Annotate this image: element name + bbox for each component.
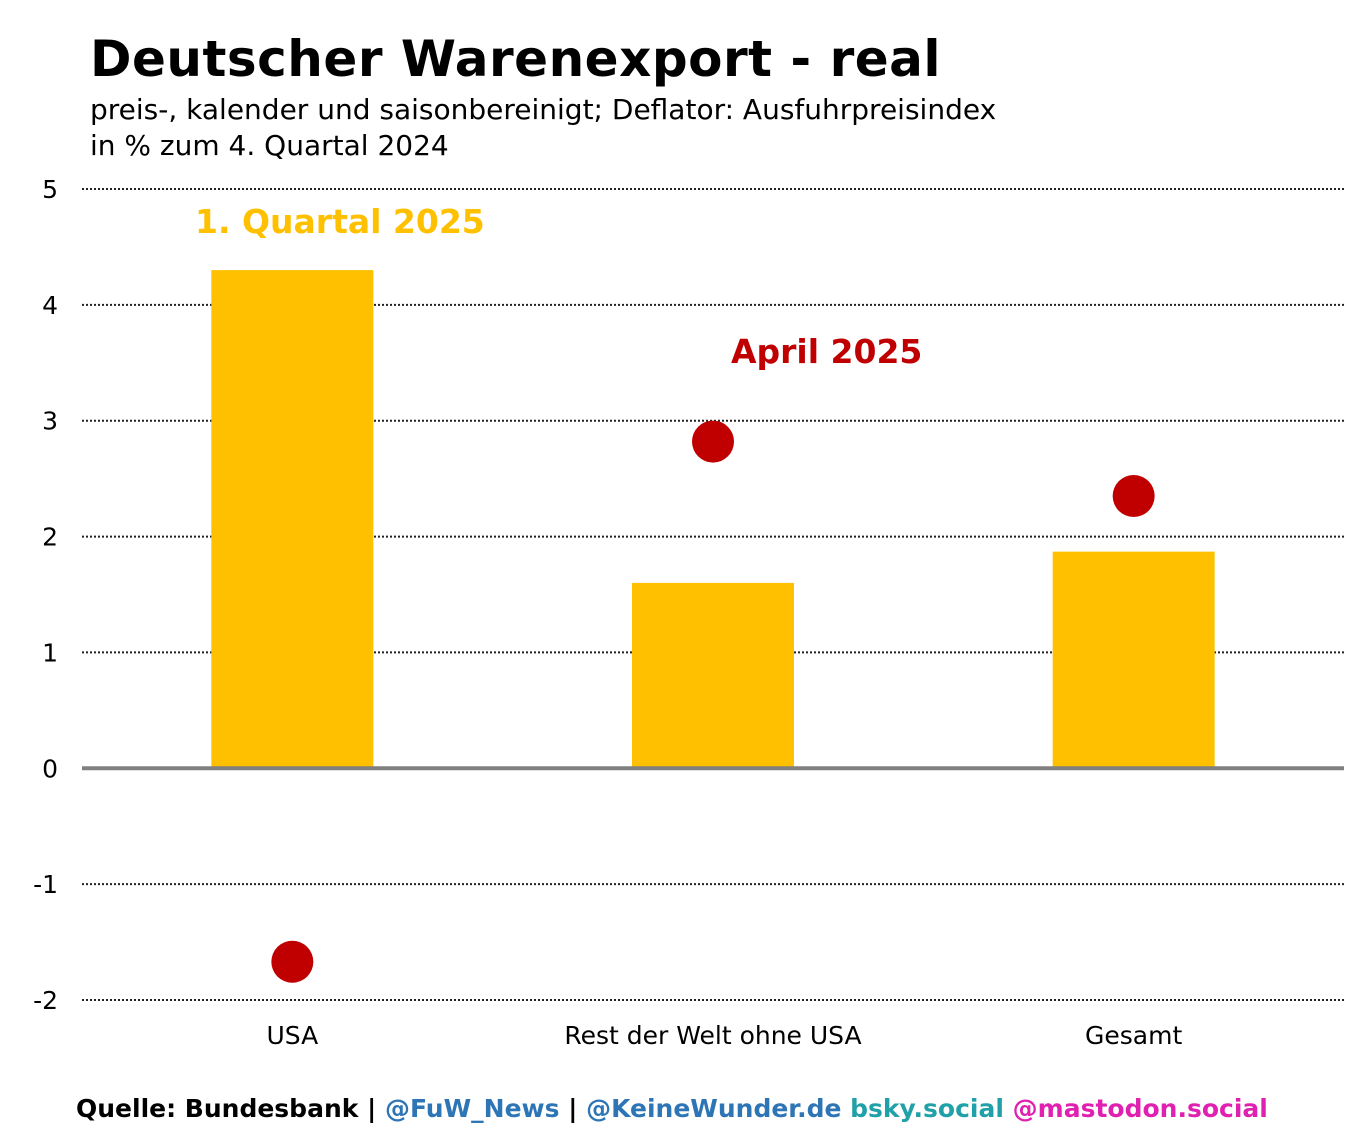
y-tick-label: 5 [42, 175, 58, 204]
footer-handle-bsky[interactable]: bsky.social [850, 1094, 1004, 1123]
chart-title: Deutscher Warenexport - real [90, 30, 942, 88]
bar [632, 582, 794, 769]
legend-label-april: April 2025 [731, 332, 922, 371]
bar [211, 270, 374, 769]
dot [1112, 475, 1155, 518]
legend-label-quarter: 1. Quartal 2025 [195, 202, 485, 241]
source-footer: Quelle: Bundesbank | @FuW_News | @KeineW… [76, 1094, 1268, 1123]
footer-source: Quelle: Bundesbank | [76, 1094, 377, 1123]
x-tick-label: Rest der Welt ohne USA [564, 1021, 861, 1050]
dot [692, 420, 734, 463]
footer-handle-mastodon[interactable]: @mastodon.social [1012, 1094, 1268, 1123]
bar [1052, 551, 1215, 769]
footer-handle-keinewunder[interactable]: @KeineWunder.de [586, 1094, 842, 1123]
x-axis-labels: USA Rest der Welt ohne USA Gesamt [266, 1021, 1182, 1050]
bars [211, 270, 1215, 769]
y-tick-label: 3 [42, 407, 58, 436]
y-tick-label: 1 [42, 638, 58, 667]
x-tick-label: USA [266, 1021, 318, 1050]
y-tick-label: 2 [42, 523, 58, 552]
y-tick-label: -2 [33, 986, 58, 1015]
x-tick-label: Gesamt [1085, 1021, 1182, 1050]
footer-handle-fuw[interactable]: @FuW_News [384, 1094, 560, 1123]
dots [271, 420, 1155, 983]
dot [271, 940, 314, 983]
y-tick-label: 4 [42, 291, 58, 320]
footer-separator: | [568, 1094, 578, 1123]
chart-subtitle: preis-, kalender und saisonbereinigt; De… [90, 92, 996, 164]
subtitle-line-2: in % zum 4. Quartal 2024 [90, 129, 449, 162]
y-tick-label: -1 [33, 870, 58, 899]
subtitle-line-1: preis-, kalender und saisonbereinigt; De… [90, 93, 997, 126]
y-tick-label: 0 [42, 754, 58, 783]
y-axis-ticks: 5 4 3 2 1 0 -1 -2 [33, 175, 58, 1015]
